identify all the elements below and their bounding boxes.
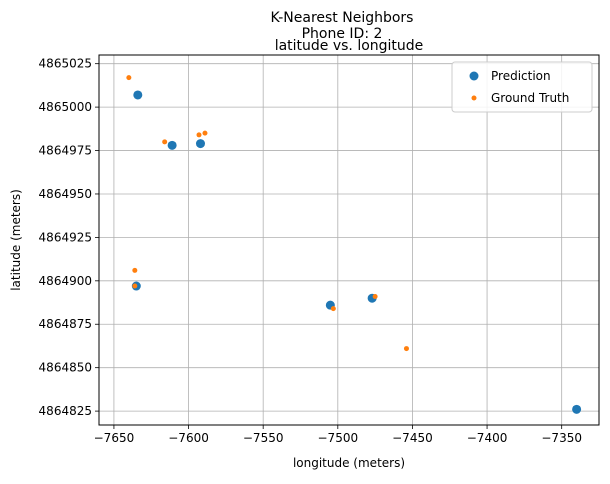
data-points xyxy=(126,75,582,414)
axes-title: latitude vs. longitude xyxy=(275,38,424,54)
legend-label-prediction: Prediction xyxy=(491,69,551,83)
ground-truth-point xyxy=(403,346,409,352)
prediction-point xyxy=(195,139,205,149)
legend-frame xyxy=(451,61,593,113)
chart-subtitle: Phone ID: 2 xyxy=(302,26,383,42)
y-tick-label: 4864900 xyxy=(39,274,92,288)
ground-truth-point xyxy=(162,139,168,145)
ground-truth-point xyxy=(330,306,336,312)
x-tick-label: −7600 xyxy=(168,431,209,445)
ground-truth-point xyxy=(372,293,378,299)
y-tick-label: 4864950 xyxy=(39,187,92,201)
y-tick-label: 4864825 xyxy=(39,404,92,418)
ground-truth-point xyxy=(132,267,138,273)
y-tick-label: 4865000 xyxy=(39,100,92,114)
ground-truth-point xyxy=(202,130,208,136)
chart-title: K-Nearest Neighbors xyxy=(271,10,414,26)
legend-label-ground-truth: Ground Truth xyxy=(491,91,569,105)
x-tick-label: −7650 xyxy=(94,431,135,445)
prediction-point xyxy=(572,404,582,414)
y-tick-label: 4864975 xyxy=(39,144,92,158)
y-axis-ticks: 4864825 4864850 4864875 4864900 4864925 48649… xyxy=(39,57,99,418)
ground-truth-point xyxy=(132,283,138,289)
ground-truth-point xyxy=(196,132,202,138)
prediction-point xyxy=(133,90,143,100)
legend: Prediction Ground Truth xyxy=(451,61,593,113)
prediction-point xyxy=(167,140,177,150)
ground-truth-point xyxy=(126,75,132,81)
x-tick-label: −7450 xyxy=(392,431,433,445)
plot-area-frame xyxy=(98,54,600,426)
x-axis-ticks: −7650 −7600 −7550 −7500 −7450 −7400 −7350 xyxy=(94,425,582,445)
y-tick-label: 4864850 xyxy=(39,361,92,375)
x-tick-label: −7500 xyxy=(318,431,359,445)
legend-marker-ground-truth xyxy=(471,95,477,101)
legend-marker-prediction xyxy=(469,71,479,81)
x-tick-label: −7550 xyxy=(243,431,284,445)
y-axis-label: latitude (meters) xyxy=(9,189,23,291)
y-tick-label: 4865025 xyxy=(39,57,92,71)
y-tick-label: 4864875 xyxy=(39,317,92,331)
y-tick-label: 4864925 xyxy=(39,230,92,244)
x-tick-label: −7400 xyxy=(467,431,508,445)
x-tick-label: −7350 xyxy=(541,431,582,445)
x-axis-label: longitude (meters) xyxy=(293,456,405,470)
